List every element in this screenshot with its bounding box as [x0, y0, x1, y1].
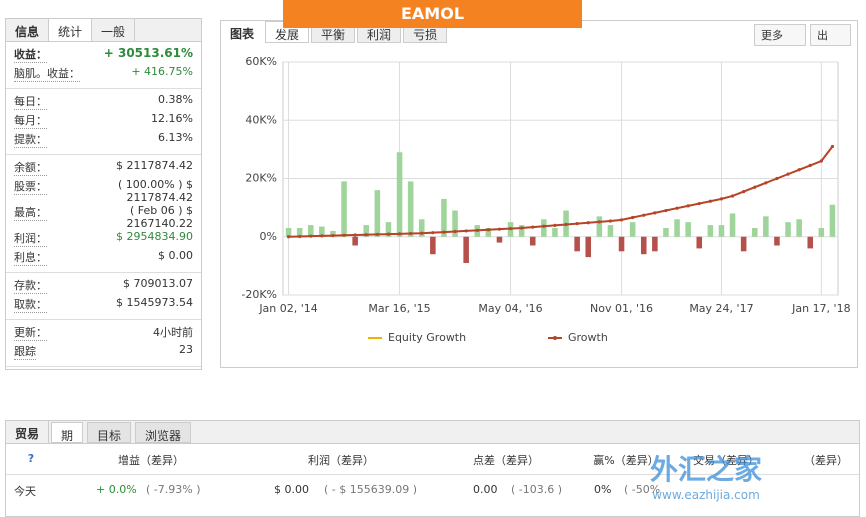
cell: + 0.0% [96, 483, 137, 496]
stat-label: 收益： [14, 48, 47, 63]
stat-label: 跟踪 [14, 345, 36, 360]
stat-label: 每日： [14, 95, 47, 110]
cell: ( -7.93% ) [146, 483, 201, 496]
stat-label: 利息： [14, 251, 47, 266]
column-header: 赢%（差异） [593, 454, 659, 467]
stat-label: 脑肌。收益： [14, 67, 80, 82]
stat-value: $ 709013.07 [123, 277, 193, 290]
stat-row: 跟踪 23 [14, 343, 193, 362]
column-header: ? [27, 452, 35, 465]
column-header: 交易（差异） [693, 454, 759, 467]
stat-value: $ 0.00 [158, 249, 193, 262]
stat-value: 0.38% [158, 93, 193, 106]
stat-group: 余额： $ 2117874.42 股票： ( 100.00% ) $ 2117874.… [6, 155, 201, 273]
stat-row: 收益： + 30513.61% [14, 46, 193, 65]
stat-row: 每日： 0.38% [14, 93, 193, 112]
stat-label: 股票： [14, 180, 47, 195]
stat-label: 取款： [14, 298, 47, 313]
cell: $ 0.00 [274, 483, 309, 496]
stat-row: 股票： ( 100.00% ) $ 2117874.42 [14, 178, 193, 204]
stat-label: 存款： [14, 279, 47, 294]
cell: ( - $ 155639.09 ) [324, 483, 418, 496]
stat-label: 最高： [14, 206, 47, 221]
stat-value: + 416.75% [131, 65, 193, 78]
stat-row: 脑肌。收益： + 416.75% [14, 65, 193, 84]
tab-bar: 贸易期目标 浏览器 [6, 421, 859, 444]
stat-value: + 30513.61% [103, 46, 193, 60]
tab: 信息 [6, 19, 50, 41]
logo: EAMOL [400, 4, 465, 23]
cell: ( -50% [624, 483, 661, 496]
stat-group: 每日： 0.38% 每月： 12.16% 提款： 6.13% [6, 89, 201, 155]
stat-value: $ 1545973.54 [116, 296, 193, 309]
cell: 0% [594, 483, 612, 496]
stat-row: 每月： 12.16% [14, 112, 193, 131]
stat-row: 利息： $ 0.00 [14, 249, 193, 268]
stat-value: 4小时前 [153, 326, 193, 339]
watermark: 外汇之家 www.eazhijia.com [650, 448, 762, 502]
stat-row: 提款： 6.13% [14, 131, 193, 150]
tab: 贸易 [6, 421, 50, 443]
tab[interactable]: 目标 [87, 422, 132, 443]
stat-label: 利润： [14, 232, 47, 247]
stat-value: 6.13% [158, 131, 193, 144]
stat-row: 最高： ( Feb 06 ) $ 2167140.22 [14, 204, 193, 230]
stat-label: 更新： [14, 326, 47, 341]
stat-row: 利润： $ 2954834.90 [14, 230, 193, 249]
panel-title: 图表 [230, 27, 255, 41]
watermark-url: www.eazhijia.com [652, 488, 760, 502]
cell: 0.00 [473, 483, 498, 496]
stat-value: 12.16% [151, 112, 193, 125]
stat-value: $ 2954834.90 [116, 230, 193, 243]
banner: EAMOL [283, 0, 582, 28]
stat-label: 余额： [14, 161, 47, 176]
tab[interactable]: 期 [51, 422, 84, 443]
chart-panel: 图表 发展 平衡 利润 亏损 更多出 [220, 20, 858, 368]
tab[interactable]: 浏览器 [135, 422, 192, 443]
stat-value: ( Feb 06 ) $ 2167140.22 [126, 204, 193, 230]
tab[interactable]: 统计 [49, 19, 93, 41]
stat-value: 23 [179, 343, 193, 356]
stat-group: 存款： $ 709013.07 取款： $ 1545973.54 [6, 273, 201, 320]
stat-row: 存款： $ 709013.07 [14, 277, 193, 296]
dropdown[interactable]: 更多 [754, 24, 806, 46]
stat-value: ( 100.00% ) $ 2117874.42 [117, 178, 193, 204]
stats-panel: 信息 统计 一般收益： + 30513.61% 脑肌。收益： + 416.75% 每日： 0.… [5, 18, 202, 370]
cell: 今天 [14, 485, 36, 498]
watermark-title: 外汇之家 [650, 453, 763, 486]
cell: ( -103.6 ) [511, 483, 563, 496]
stat-row: 取款： $ 1545973.54 [14, 296, 193, 315]
stat-row: 余额： $ 2117874.42 [14, 159, 193, 178]
tab[interactable]: 一般 [92, 19, 136, 41]
stat-group: 更新： 4小时前跟踪 23 [6, 320, 201, 367]
stat-label: 提款： [14, 133, 47, 148]
column-header: 点差（差异） [473, 454, 539, 467]
stat-row: 更新： 4小时前 [14, 324, 193, 343]
column-header: （差异） [804, 454, 848, 467]
stat-value: $ 2117874.42 [116, 159, 193, 172]
trades-panel: 贸易期目标 浏览器 ? 增益（差异） 利润（差异） 点差（差异） 赢%（差异） 交易（差异）… [5, 420, 860, 517]
column-header: 增益（差异） [118, 454, 184, 467]
column-header: 利润（差异） [308, 454, 374, 467]
stat-group: 收益： + 30513.61% 脑肌。收益： + 416.75% [6, 42, 201, 89]
tab-bar: 信息 统计 一般 [6, 19, 201, 42]
dropdown[interactable]: 出 [810, 24, 851, 46]
stat-label: 每月： [14, 114, 47, 129]
